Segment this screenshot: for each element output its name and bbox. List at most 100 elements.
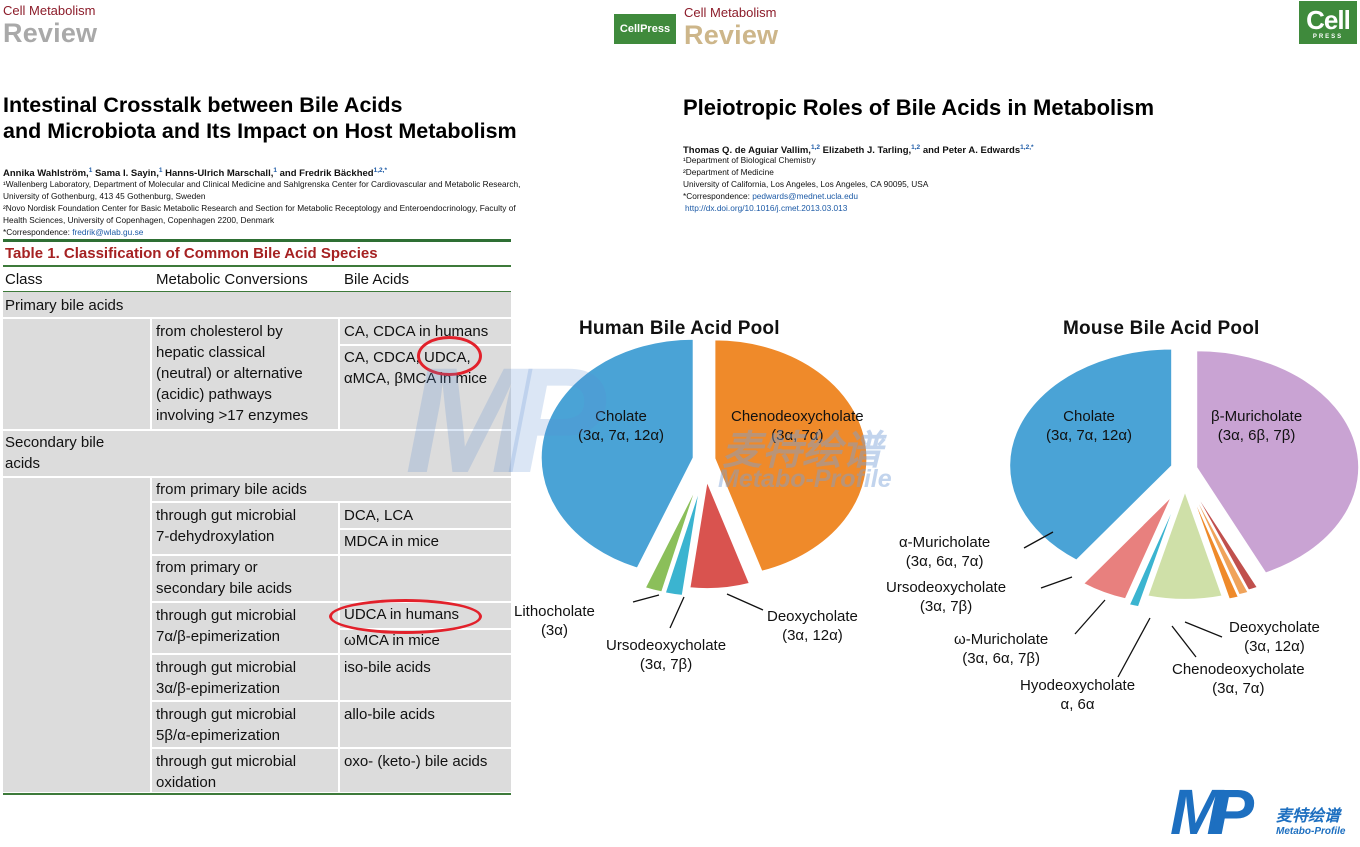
- correspondence-email[interactable]: pedwards@mednet.ucla.edu: [752, 191, 858, 201]
- affiliation-line: ²Novo Nordisk Foundation Center for Basi…: [3, 203, 516, 213]
- cell-line: involving >17 enzymes: [156, 407, 309, 424]
- row-separator: [152, 501, 511, 503]
- row-conversion: from primary bile acids: [156, 481, 307, 498]
- slice-detail: (3α, 7α, 12α): [1046, 427, 1133, 444]
- slice-name: Chenodeoxycholate: [731, 408, 864, 425]
- mouse-label-cholate: Cholate (3α, 7α, 12α): [1046, 407, 1132, 445]
- human-label-ursodeoxycholate: Ursodeoxycholate (3α, 7β): [606, 636, 726, 674]
- cell-line: through gut microbial: [156, 507, 297, 524]
- right-correspondence: *Correspondence: pedwards@mednet.ucla.ed…: [683, 190, 928, 202]
- slice-detail: (3α): [540, 622, 568, 639]
- row-separator: [152, 601, 511, 603]
- metabo-profile-logo-mark: MP: [1170, 776, 1254, 847]
- leader-line: [1171, 625, 1197, 658]
- row-conversion: through gut microbial 3α/β-epimerization: [156, 657, 296, 699]
- row-conversion: from primary or secondary bile acids: [156, 557, 292, 599]
- mouse-slice-beta-muricholate: [1196, 350, 1360, 574]
- col-separator: [338, 319, 340, 429]
- table-title: Table 1. Classification of Common Bile A…: [5, 245, 378, 262]
- slice-detail: (3α, 7α): [1212, 680, 1265, 697]
- mouse-label-hyodeoxycholate: Hyodeoxycholate α, 6α: [1020, 676, 1135, 714]
- row-separator: [3, 476, 511, 478]
- row-separator: [3, 317, 511, 319]
- slice-detail: α, 6α: [1060, 696, 1095, 713]
- udca-highlight-ellipse: [417, 336, 482, 376]
- cell-line: 7α/β-epimerization: [156, 628, 281, 645]
- author: Elizabeth J. Tarling,: [822, 145, 912, 157]
- left-title-line1: Intestinal Crosstalk between Bile Acids: [3, 93, 403, 117]
- mouse-label-omega-muricholate: ω-Muricholate (3α, 6α, 7β): [954, 630, 1048, 668]
- author: Annika Wahlström,: [3, 168, 89, 180]
- right-review-label: Review: [684, 20, 779, 50]
- mouse-slice-hyodeoxycholate: [1191, 494, 1240, 600]
- header-bile-acids: Bile Acids: [344, 271, 410, 288]
- slice-name: Chenodeoxycholate: [1172, 661, 1305, 678]
- author-sup: 1,2: [810, 144, 820, 151]
- left-correspondence: *Correspondence: fredrik@wlab.gu.se: [3, 226, 623, 238]
- row-separator: [152, 554, 511, 556]
- cell-line: 7-dehydroxylation: [156, 528, 275, 545]
- row-acids: oxo- (keto-) bile acids: [344, 753, 488, 770]
- primary-class-label: Primary bile acids: [5, 297, 124, 314]
- right-paper-title: Pleiotropic Roles of Bile Acids in Metab…: [683, 95, 1155, 120]
- mouse-label-alpha-muricholate: α-Muricholate (3α, 6α, 7α): [899, 533, 990, 571]
- col-separator: [150, 478, 152, 792]
- mouse-slice-omega-muricholate: [1147, 490, 1223, 600]
- author-sup: 1: [158, 167, 163, 174]
- primary-conversion: from cholesterol by hepatic classical (n…: [156, 321, 336, 426]
- cell-line: through gut microbial: [156, 753, 297, 770]
- cell-line: from primary or: [156, 559, 258, 576]
- leader-line: [726, 593, 764, 611]
- row-separator: [340, 528, 511, 530]
- leader-line: [1074, 599, 1106, 635]
- table-bottom-rule: [3, 793, 511, 795]
- row-conversion: through gut microbial oxidation: [156, 751, 296, 793]
- primary-acids-humans: CA, CDCA in humans: [344, 323, 489, 340]
- author: Thomas Q. de Aguiar Vallim,: [683, 145, 811, 157]
- author-sup: 1,2,*: [373, 167, 387, 174]
- slice-name: Lithocholate: [514, 603, 595, 620]
- right-journal-name: Cell Metabolism: [684, 5, 777, 20]
- row-conversion: through gut microbial 5β/α-epimerization: [156, 704, 296, 746]
- human-label-chenodeoxycholate: Chenodeoxycholate (3α, 7α): [731, 407, 864, 445]
- cell-line: secondary bile acids: [156, 580, 292, 597]
- mouse-slice-deoxycholate: [1193, 489, 1258, 591]
- row-separator: [152, 653, 511, 655]
- leader-line: [1023, 531, 1054, 549]
- human-label-lithocholate: Lithocholate (3α): [514, 602, 595, 640]
- author: and Fredrik Bäckhed: [279, 168, 374, 180]
- human-label-cholate: Cholate (3α, 7α, 12α): [578, 407, 664, 445]
- slice-name: α-Muricholate: [899, 534, 991, 551]
- slice-name: Ursodeoxycholate: [886, 579, 1007, 596]
- slice-name: Ursodeoxycholate: [606, 637, 727, 654]
- human-label-deoxycholate: Deoxycholate (3α, 12α): [767, 607, 858, 645]
- slice-detail: (3α, 7α, 12α): [578, 427, 665, 444]
- header-bottom-rule: [3, 291, 511, 292]
- slice-detail: (3α, 6α, 7β): [962, 650, 1040, 667]
- secondary-class-label: Secondary bile acids: [5, 432, 104, 474]
- cell-line: Secondary bile: [5, 434, 105, 451]
- watermark-mp-logo: MP: [405, 336, 606, 504]
- author-sup: 1: [273, 167, 277, 174]
- left-review-label: Review: [3, 18, 98, 48]
- doi-link[interactable]: http://dx.doi.org/10.1016/j.cmet.2013.03…: [685, 203, 848, 213]
- header-class: Class: [5, 271, 43, 288]
- correspondence-email[interactable]: fredrik@wlab.gu.se: [72, 227, 144, 237]
- row-conversion: through gut microbial 7-dehydroxylation: [156, 505, 296, 547]
- human-leader-lines: [632, 593, 764, 629]
- mouse-slice-ursodeoxycholate: [1128, 502, 1176, 608]
- leader-line: [1117, 617, 1151, 678]
- author: Hanns-Ulrich Marschall,: [165, 168, 274, 180]
- row-separator: [152, 700, 511, 702]
- affiliation-line: ¹Wallenberg Laboratory, Department of Mo…: [3, 179, 521, 189]
- left-affiliations: ¹Wallenberg Laboratory, Department of Mo…: [3, 178, 623, 238]
- metabo-profile-logo-en: Metabo-Profile: [1276, 826, 1346, 837]
- slice-name: ω-Muricholate: [954, 631, 1049, 648]
- cellpress-logo: CellPress: [614, 14, 676, 44]
- human-slice-chenodeoxycholate: [714, 339, 868, 572]
- leader-line: [1040, 576, 1073, 589]
- cell-logo-sub: PRESS: [1312, 34, 1344, 40]
- watermark-brand-en: Metabo-Profile: [718, 465, 892, 493]
- slice-name: Deoxycholate: [1229, 619, 1320, 636]
